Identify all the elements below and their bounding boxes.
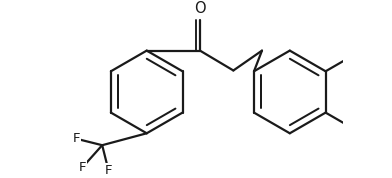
Text: F: F	[78, 161, 86, 174]
Text: O: O	[194, 1, 206, 16]
Text: F: F	[105, 164, 112, 177]
Text: F: F	[73, 132, 80, 145]
